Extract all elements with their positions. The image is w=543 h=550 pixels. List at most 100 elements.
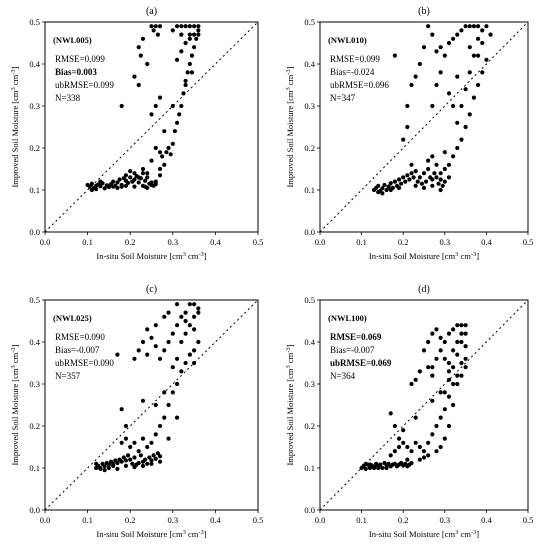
scatter-point <box>147 455 152 460</box>
plot-frame <box>44 21 259 233</box>
scatter-point <box>440 183 445 188</box>
scatter-point <box>480 28 485 33</box>
scatter-point <box>179 24 184 29</box>
stat-text: N=347 <box>330 93 356 103</box>
scatter-point <box>145 444 150 450</box>
scatter-point <box>451 36 456 41</box>
scatter-point <box>407 177 412 182</box>
scatter-point <box>455 145 460 151</box>
scatter-point <box>438 335 443 340</box>
scatter-point <box>442 407 447 412</box>
scatter-point <box>132 74 137 79</box>
y-tick-label: 0.2 <box>29 143 40 153</box>
scatter-point <box>130 461 135 466</box>
y-tick-label: 0.4 <box>29 59 40 69</box>
scatter-point <box>192 45 197 50</box>
scatter-point <box>413 169 418 174</box>
scatter-point <box>155 32 160 37</box>
scatter-point <box>459 323 464 328</box>
scatter-point <box>151 28 156 33</box>
scatter-point <box>438 171 443 176</box>
x-axis-label: In-situ Soil Moisture [cm3 cm-3] <box>96 251 206 262</box>
scatter-point <box>157 423 163 429</box>
scatter-point <box>106 465 111 471</box>
scatter-point <box>430 177 435 182</box>
y-tick-label: 0.1 <box>29 185 40 195</box>
x-tick-label: 0.5 <box>523 237 534 247</box>
x-tick-label: 0.2 <box>125 237 136 247</box>
scatter-point <box>438 390 443 395</box>
scatter-point <box>140 166 146 172</box>
scatter-point <box>153 24 158 29</box>
x-tick-label: 0.0 <box>315 515 326 525</box>
scatter-point <box>98 179 103 184</box>
panel-label: (b) <box>418 6 430 17</box>
scatter-point <box>94 461 99 466</box>
scatter-point <box>102 464 107 469</box>
scatter-point <box>459 331 464 336</box>
scatter-point <box>140 436 146 441</box>
scatter-point <box>401 175 406 180</box>
scatter-point <box>119 103 124 109</box>
scatter-point <box>430 398 435 403</box>
scatter-point <box>145 175 150 180</box>
scatter-point <box>125 453 131 458</box>
scatter-point <box>196 310 201 315</box>
scatter-point <box>471 53 477 58</box>
scatter-point <box>132 356 137 361</box>
scatter-point <box>426 453 431 458</box>
scatter-point <box>166 145 171 151</box>
scatter-point <box>459 360 464 366</box>
y-tick-label: 0.3 <box>29 101 40 111</box>
scatter-point <box>392 53 397 58</box>
scatter-point <box>451 402 456 408</box>
scatter-point <box>123 423 129 429</box>
scatter-point <box>438 45 443 50</box>
scatter-point <box>157 356 163 361</box>
scatter-point <box>442 390 447 395</box>
scatter-point <box>380 191 385 196</box>
scatter-point <box>111 184 116 189</box>
scatter-point <box>177 112 182 117</box>
y-tick-label: 0.0 <box>304 227 315 237</box>
scatter-point <box>196 32 201 37</box>
scatter-point <box>170 390 175 395</box>
scatter-point <box>455 352 460 357</box>
scatter-point <box>426 24 431 29</box>
scatter-point <box>153 456 158 461</box>
scatter-point <box>187 352 192 357</box>
scatter-point <box>183 24 188 29</box>
scatter-point <box>421 348 427 353</box>
scatter-point <box>426 365 431 370</box>
scatter-point <box>115 180 120 185</box>
scatter-point <box>417 444 422 450</box>
scatter-point <box>196 24 201 29</box>
scatter-point <box>430 373 435 378</box>
scatter-point <box>430 183 435 188</box>
scatter-point <box>438 348 443 353</box>
scatter-point <box>162 390 167 395</box>
scatter-point <box>451 327 456 332</box>
y-tick-label: 0.2 <box>304 421 315 431</box>
scatter-point <box>430 154 435 159</box>
scatter-point <box>123 436 129 441</box>
scatter-point <box>376 190 381 195</box>
scatter-point <box>102 186 107 191</box>
scatter-point <box>179 339 184 345</box>
scatter-point <box>415 179 420 184</box>
x-tick-label: 0.4 <box>481 515 492 525</box>
scatter-point <box>128 175 133 180</box>
scatter-point <box>181 91 186 96</box>
scatter-point <box>459 339 464 345</box>
scatter-point <box>388 453 393 458</box>
x-tick-label: 0.5 <box>253 515 264 525</box>
scatter-point <box>436 181 441 186</box>
scatter-point <box>174 356 180 361</box>
scatter-point <box>136 348 141 353</box>
scatter-point <box>434 423 439 429</box>
scatter-point <box>371 465 377 471</box>
scatter-point <box>183 360 188 366</box>
scatter-point <box>455 32 460 37</box>
scatter-point <box>145 327 150 332</box>
scatter-point <box>162 129 167 134</box>
